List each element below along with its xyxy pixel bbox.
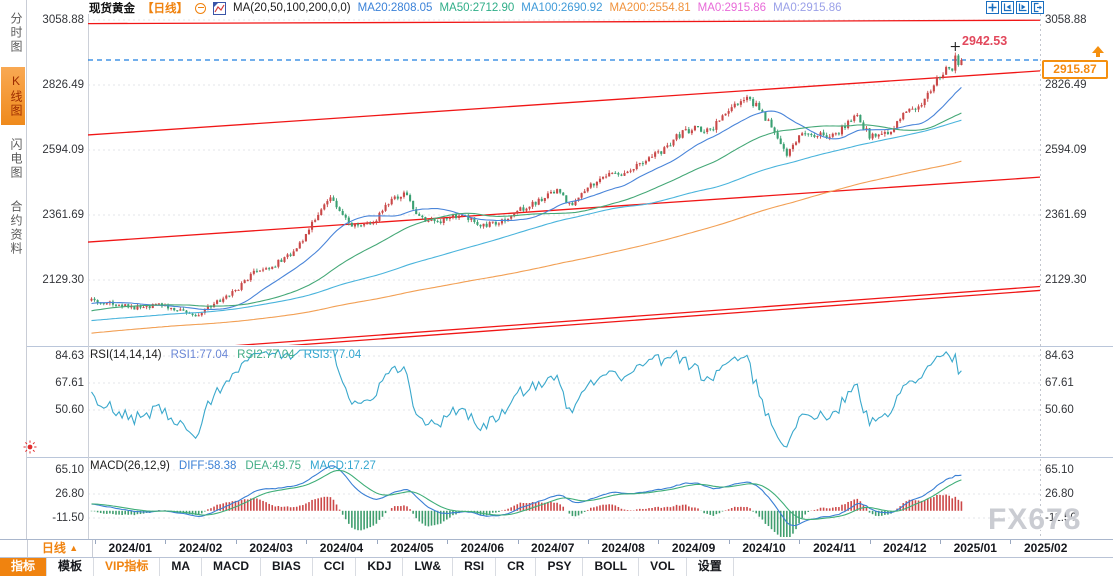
macd-axis-label: 26.80 <box>1045 488 1074 500</box>
macd-axis-label: 65.10 <box>1045 464 1074 476</box>
period-selector[interactable]: 日线 ▲ <box>27 540 93 557</box>
chart-style-icon[interactable] <box>213 1 226 15</box>
tab-templates[interactable]: 模板 <box>47 558 95 576</box>
sidebar-item-lightning[interactable]: 闪电图 <box>9 138 23 180</box>
ma-settings-label: MA(20,50,100,200,0,0) <box>233 2 351 14</box>
diff-value: DIFF:58.38 <box>178 460 237 472</box>
indicator-lwr[interactable]: LW& <box>403 558 454 576</box>
ma100-value: MA100:2690.92 <box>521 2 603 14</box>
price-up-arrow-icon <box>1092 46 1104 57</box>
price-axis-label: 2361.69 <box>1045 209 1087 221</box>
rsi-header: RSI(14,14,14) RSI1:77.04 RSI2:77.04 RSI3… <box>90 349 361 361</box>
price-axis-label: 3058.88 <box>42 14 84 26</box>
indicator-boll[interactable]: BOLL <box>583 558 640 576</box>
rsi-axis-label: 84.63 <box>55 350 84 362</box>
price-axis-label: 2594.09 <box>42 144 84 156</box>
date-label: 2025/01 <box>940 540 1010 557</box>
macd-value: MACD:17.27 <box>310 460 376 472</box>
indicator-toolbar: 指标 模板 VIP指标 MA MACD BIAS CCI KDJ LW& RSI… <box>0 557 1113 576</box>
indicator-vol[interactable]: VOL <box>639 558 687 576</box>
sidebar-item-kline[interactable]: K线图 <box>1 67 25 125</box>
date-label: 2024/02 <box>165 540 235 557</box>
rsi3-value: RSI3:77.04 <box>303 349 362 361</box>
macd-title: MACD(26,12,9) <box>90 460 170 472</box>
price-axis-label: 2129.30 <box>1045 274 1087 286</box>
date-label: 2024/03 <box>235 540 306 557</box>
macd-axis-label: 26.80 <box>55 488 84 500</box>
sidebar-item-timeshare[interactable]: 分时图 <box>9 12 23 54</box>
rsi-axis-label: 67.61 <box>55 377 84 389</box>
indicator-kdj[interactable]: KDJ <box>356 558 404 576</box>
rsi-axis-label: 84.63 <box>1045 350 1074 362</box>
live-dot-icon <box>23 440 37 454</box>
rsi-title: RSI(14,14,14) <box>90 349 162 361</box>
date-label: 2024/07 <box>517 540 588 557</box>
date-labels: 2024/01 2024/02 2024/03 2024/04 2024/05 … <box>95 540 1081 557</box>
tab-vip-indicators[interactable]: VIP指标 <box>94 558 161 576</box>
period-tag: 【日线】 <box>142 3 188 15</box>
indicator-rsi[interactable]: RSI <box>453 558 497 576</box>
tab-indicators[interactable]: 指标 <box>0 558 48 576</box>
date-label: 2024/08 <box>587 540 658 557</box>
collapse-icon[interactable] <box>195 2 206 14</box>
period-label: 日线 <box>41 541 66 555</box>
rsi-axis-label: 50.60 <box>1045 404 1074 416</box>
price-axis-label: 2594.09 <box>1045 144 1087 156</box>
date-axis-row <box>0 539 1113 557</box>
dea-value: DEA:49.75 <box>245 460 302 472</box>
price-axis-label: 2129.30 <box>42 274 84 286</box>
date-label: 2024/04 <box>306 540 376 557</box>
indicator-cci[interactable]: CCI <box>313 558 357 576</box>
indicator-psy[interactable]: PSY <box>536 558 584 576</box>
date-label: 2024/01 <box>95 540 165 557</box>
price-axis-label: 3058.88 <box>1045 14 1087 26</box>
ma50-value: MA50:2712.90 <box>439 2 515 14</box>
rsi1-value: RSI1:77.04 <box>170 349 229 361</box>
ma0-value-2: MA0:2915.86 <box>773 2 842 14</box>
period-arrow-icon: ▲ <box>69 543 79 553</box>
rsi-axis-label: 50.60 <box>55 404 84 416</box>
date-label: 2025/02 <box>1010 540 1080 557</box>
chart-tools <box>986 1 1044 14</box>
macd-axis-label: -11.50 <box>52 512 84 524</box>
crosshair-icon[interactable] <box>986 1 999 14</box>
symbol-name: 现货黄金 <box>89 3 135 15</box>
date-label: 2024/11 <box>799 540 869 557</box>
macd-axis-label: 65.10 <box>55 464 84 476</box>
rsi2-value: RSI2:77.04 <box>237 349 295 361</box>
ma200-value: MA200:2554.81 <box>609 2 691 14</box>
sidebar-item-contract-info[interactable]: 合约资料 <box>9 200 23 256</box>
ma20-value: MA20:2808.05 <box>357 2 433 14</box>
price-axis-label: 2826.49 <box>1045 79 1087 91</box>
expand-x-icon[interactable] <box>1016 1 1029 14</box>
date-label: 2024/06 <box>447 540 517 557</box>
compress-x-icon[interactable] <box>1001 1 1014 14</box>
date-label: 2024/10 <box>728 540 799 557</box>
indicator-settings[interactable]: 设置 <box>687 558 734 576</box>
current-price-badge: 2915.87 <box>1042 60 1108 79</box>
chart-canvas[interactable] <box>0 0 1113 539</box>
rsi-axis-label: 67.61 <box>1045 377 1074 389</box>
indicator-macd[interactable]: MACD <box>202 558 262 576</box>
indicator-ma[interactable]: MA <box>160 558 203 576</box>
price-axis-label: 2826.49 <box>42 79 84 91</box>
macd-axis-label: -11.50 <box>1045 512 1077 524</box>
exit-icon[interactable] <box>1031 1 1044 14</box>
indicator-cr[interactable]: CR <box>496 558 537 576</box>
macd-header: MACD(26,12,9) DIFF:58.38 DEA:49.75 MACD:… <box>90 460 376 472</box>
chart-mode-sidebar: 分时图 K线图 闪电图 合约资料 <box>0 0 27 539</box>
price-axis-label: 2361.69 <box>42 209 84 221</box>
high-price-label: 2942.53 <box>962 34 1008 48</box>
date-label: 2024/09 <box>658 540 728 557</box>
chart-header: 现货黄金 【日线】 MA(20,50,100,200,0,0) MA20:280… <box>89 1 842 15</box>
date-label: 2024/12 <box>869 540 940 557</box>
date-label: 2024/05 <box>376 540 447 557</box>
indicator-bias[interactable]: BIAS <box>261 558 313 576</box>
ma0-value-1: MA0:2915.86 <box>697 2 767 14</box>
